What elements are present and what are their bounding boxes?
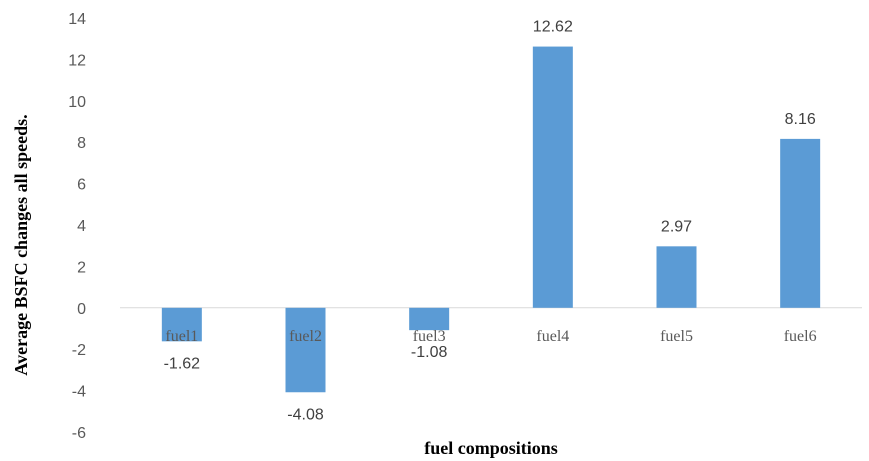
- y-tick-label: 14: [68, 11, 86, 28]
- category-label: fuel2: [289, 328, 322, 345]
- category-labels: fuel1 fuel2 fuel3 fuel4 fuel5 fuel6: [165, 328, 816, 345]
- y-tick-label: 12: [68, 52, 86, 69]
- y-tick-label: 6: [77, 177, 86, 194]
- bar-fuel4: [532, 46, 573, 308]
- data-label: -4.08: [287, 406, 324, 423]
- bars: [161, 46, 821, 393]
- data-labels: -1.62 -4.08 -1.08 12.62 2.97 8.16: [164, 19, 816, 424]
- bar-fuel1: [161, 307, 202, 342]
- bar-fuel3: [409, 307, 450, 331]
- x-axis-title: fuel compositions: [424, 438, 558, 458]
- y-tick-label: -6: [72, 425, 86, 442]
- category-label: fuel5: [660, 328, 693, 345]
- y-axis-ticks: -6 -4 -2 0 2 4 6 8 10 12 14: [68, 11, 86, 442]
- y-tick-label: 8: [77, 135, 86, 152]
- y-tick-label: 10: [68, 94, 86, 111]
- bar-fuel5: [656, 246, 697, 308]
- data-label: 2.97: [661, 218, 692, 235]
- category-label: fuel1: [165, 328, 198, 345]
- bar-fuel6: [780, 138, 821, 308]
- category-label: fuel6: [784, 328, 817, 345]
- data-label: 12.62: [533, 19, 573, 36]
- data-label: -1.08: [411, 344, 448, 361]
- y-axis-title: Average BSFC changes all speeds.: [11, 114, 31, 375]
- y-tick-label: 4: [77, 218, 86, 235]
- category-label: fuel4: [536, 328, 569, 345]
- data-label: 8.16: [785, 111, 816, 128]
- y-tick-label: -4: [72, 384, 86, 401]
- y-tick-label: 0: [77, 301, 86, 318]
- data-label: -1.62: [164, 355, 201, 372]
- bar-fuel2: [285, 307, 326, 393]
- y-tick-label: -2: [72, 342, 86, 359]
- category-label: fuel3: [413, 328, 446, 345]
- y-tick-label: 2: [77, 259, 86, 276]
